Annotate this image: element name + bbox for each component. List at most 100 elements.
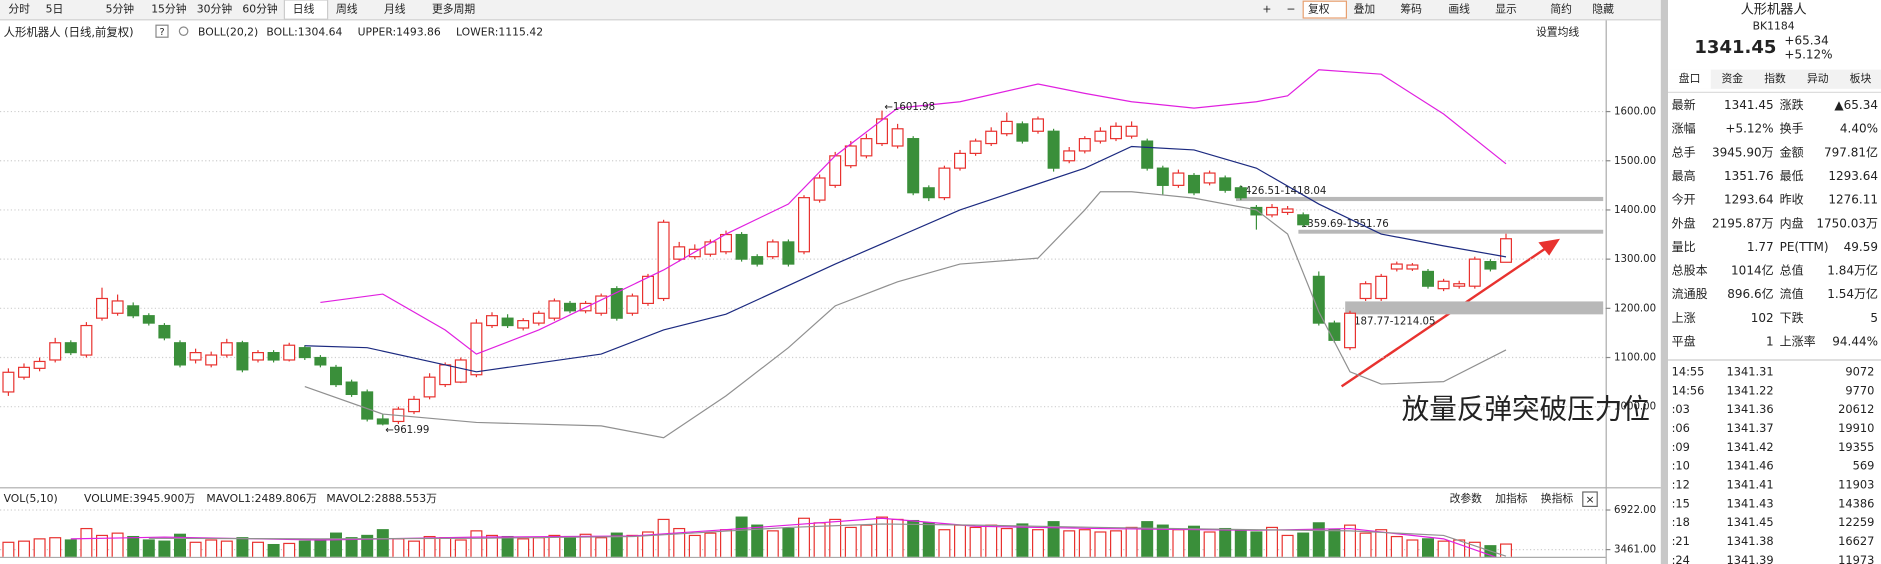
y-tick-label: 3461.00: [1614, 545, 1656, 556]
period-tab[interactable]: 日线: [293, 2, 315, 16]
candle-body: [876, 118, 888, 145]
candle-body: [751, 256, 764, 265]
period-tab[interactable]: 月线: [384, 2, 406, 16]
trade-time: :03: [1672, 402, 1690, 416]
candle-body: [704, 241, 717, 255]
sidebar-tab[interactable]: 板块: [1850, 71, 1872, 85]
stat-value: 1.84万亿: [1827, 263, 1878, 278]
volume-bar: [1188, 525, 1200, 557]
candle-body: [766, 241, 779, 258]
tool-button[interactable]: 叠加: [1354, 3, 1376, 16]
candle-body: [626, 295, 639, 314]
help-box[interactable]: [155, 24, 169, 38]
tool-button[interactable]: 简约: [1550, 2, 1572, 16]
volume-bar: [1000, 527, 1013, 557]
volume-bar: [220, 540, 233, 557]
sidebar-tab[interactable]: 资金: [1722, 71, 1744, 85]
candle-body: [1406, 264, 1419, 270]
volume-bar: [267, 543, 280, 557]
trade-time: :24: [1672, 553, 1690, 564]
tool-button[interactable]: 筹码: [1400, 2, 1422, 16]
tool-active-bg: [1302, 0, 1347, 19]
close-box[interactable]: [1582, 491, 1598, 507]
volume-bar: [392, 538, 405, 557]
chart-title: 人形机器人 (日线,前复权): [4, 25, 134, 39]
candle-body: [33, 360, 46, 369]
volume-bar: [564, 535, 576, 557]
candle-body: [860, 138, 873, 157]
candle-body: [1141, 140, 1154, 169]
change-pct: +5.12%: [1784, 48, 1832, 62]
volume-bar: [548, 534, 561, 557]
trade-time: :18: [1672, 515, 1690, 529]
volume-bar: [1063, 530, 1076, 557]
stat-label: 涨幅: [1672, 121, 1696, 136]
sidebar-tab[interactable]: 盘口: [1679, 71, 1701, 85]
stat-label: 最低: [1780, 169, 1804, 183]
period-tab[interactable]: 更多周期: [432, 2, 475, 16]
tool-button[interactable]: +: [1262, 3, 1271, 16]
stat-label: 内盘: [1780, 215, 1804, 230]
candle-body: [174, 342, 186, 366]
boll-line: [304, 191, 1507, 439]
trade-time: :09: [1672, 440, 1690, 454]
candle-body: [96, 297, 108, 319]
zone-label: 1187.77-1214.05: [1348, 317, 1436, 328]
candle-body: [49, 342, 62, 361]
period-tab[interactable]: 分时: [8, 3, 30, 16]
volume-bar: [1422, 538, 1434, 557]
panel-button[interactable]: 加指标: [1495, 491, 1528, 505]
stat-value: 102: [1751, 311, 1774, 325]
trade-volume: 9770: [1845, 383, 1874, 397]
tool-button[interactable]: 隐藏: [1592, 3, 1614, 16]
tool-button[interactable]: −: [1286, 3, 1295, 16]
sidebar-tab[interactable]: 指数: [1764, 71, 1786, 85]
panel-button[interactable]: 换指标: [1541, 491, 1574, 505]
candle-body: [1219, 177, 1232, 191]
volume-bar: [532, 537, 545, 557]
candle-body: [1188, 174, 1200, 194]
stat-value: ▲65.34: [1834, 98, 1878, 112]
trade-volume: 569: [1853, 459, 1875, 473]
period-tab[interactable]: 周线: [336, 2, 358, 16]
candle-body: [595, 295, 608, 314]
candle-body: [1125, 125, 1138, 137]
period-tab[interactable]: 5分钟: [106, 2, 135, 16]
settings-icon[interactable]: [178, 26, 189, 36]
candle-body: [1016, 123, 1029, 142]
tool-button[interactable]: 复权: [1308, 2, 1330, 16]
volume-bar: [1390, 535, 1403, 557]
period-tab[interactable]: 60分钟: [242, 2, 278, 16]
volume-bar: [1219, 527, 1232, 557]
panel-button[interactable]: 改参数: [1450, 491, 1483, 505]
volume-bar: [189, 541, 202, 557]
period-tab[interactable]: 30分钟: [197, 2, 233, 16]
period-tab[interactable]: 5日: [46, 3, 64, 16]
y-tick-label: 1000.00: [1614, 402, 1656, 413]
volume-bar: [142, 539, 155, 557]
y-tick-label: 1600.00: [1614, 107, 1656, 118]
tool-button[interactable]: 画线: [1448, 2, 1470, 16]
volume-bar: [1281, 534, 1294, 557]
ma-menu[interactable]: 设置均线: [1536, 24, 1579, 38]
trade-volume: 11973: [1838, 553, 1874, 564]
trade-price: 1341.22: [1726, 383, 1773, 397]
stat-value: 94.44%: [1832, 335, 1878, 349]
candle-body: [298, 347, 311, 359]
candle-body: [782, 241, 795, 265]
legend-entry: BOLL:1304.64: [266, 25, 342, 38]
volume-bar: [470, 530, 483, 557]
tool-button[interactable]: 显示: [1495, 3, 1517, 16]
close-button[interactable]: ×: [1585, 493, 1594, 506]
candle-body: [548, 300, 561, 319]
change: +65.34: [1784, 33, 1828, 47]
candle-body: [1063, 150, 1076, 162]
candle-body: [361, 391, 374, 420]
volume-bar: [766, 530, 779, 557]
stat-label: 外盘: [1672, 215, 1696, 230]
period-tab[interactable]: 15分钟: [151, 2, 187, 16]
candle-body: [1422, 270, 1434, 287]
trade-time: 14:56: [1672, 383, 1705, 397]
sidebar-tab[interactable]: 异动: [1807, 72, 1829, 85]
candle-body: [1297, 214, 1310, 226]
